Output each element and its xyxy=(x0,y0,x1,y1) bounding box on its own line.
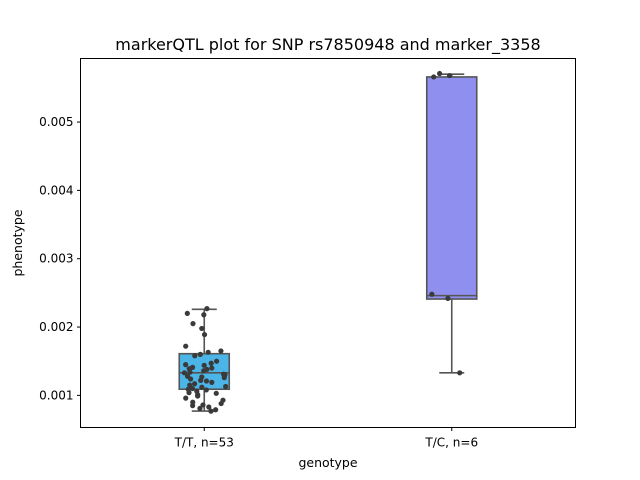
data-point xyxy=(201,331,208,338)
data-point xyxy=(437,70,443,77)
data-point xyxy=(201,368,207,374)
data-point xyxy=(223,383,229,390)
y-tick-label: 0.003 xyxy=(39,252,73,266)
data-point xyxy=(429,291,435,297)
data-point xyxy=(446,72,453,79)
data-point xyxy=(201,362,207,368)
data-point xyxy=(192,353,198,359)
data-point xyxy=(218,400,224,407)
data-point xyxy=(183,343,189,349)
data-point xyxy=(221,375,227,381)
axes-frame xyxy=(80,58,576,428)
data-point xyxy=(185,386,191,392)
data-point xyxy=(197,351,203,357)
data-point xyxy=(198,377,204,383)
data-point xyxy=(204,306,210,312)
data-point xyxy=(187,369,193,375)
data-point xyxy=(203,387,209,393)
data-point xyxy=(190,403,196,409)
data-point xyxy=(203,378,210,384)
y-tick-label: 0.005 xyxy=(39,115,73,129)
y-tick-label: 0.004 xyxy=(39,183,73,197)
x-tick-label: T/C, n=6 xyxy=(424,436,478,450)
data-point xyxy=(208,360,214,366)
data-point xyxy=(197,405,203,411)
data-point xyxy=(201,312,207,318)
data-point xyxy=(214,358,220,364)
y-axis-label: phenotype xyxy=(10,209,25,276)
data-point xyxy=(199,384,205,390)
data-point xyxy=(190,321,196,327)
data-point xyxy=(213,390,219,396)
box xyxy=(425,76,478,300)
data-point xyxy=(199,325,205,332)
data-point xyxy=(209,379,215,385)
data-point xyxy=(187,376,194,382)
data-point xyxy=(206,404,212,410)
data-point xyxy=(181,370,188,376)
data-point xyxy=(184,310,190,316)
y-tick-label: 0.002 xyxy=(39,320,73,334)
x-axis-label: genotype xyxy=(298,455,357,470)
data-point xyxy=(431,74,437,80)
data-point xyxy=(213,407,219,413)
y-tick-label: 0.001 xyxy=(39,388,73,402)
data-point xyxy=(208,408,214,414)
plot-area xyxy=(178,70,478,414)
data-point xyxy=(189,385,196,392)
data-point xyxy=(205,349,211,355)
data-point xyxy=(445,295,451,301)
data-point xyxy=(195,393,201,399)
data-point xyxy=(183,362,189,368)
x-tick-label: T/T, n=53 xyxy=(174,436,234,450)
data-point xyxy=(183,395,189,401)
data-point xyxy=(200,402,206,408)
data-point xyxy=(209,365,215,371)
data-point xyxy=(192,381,198,387)
data-point xyxy=(457,370,463,376)
data-point xyxy=(218,348,224,354)
chart-title: markerQTL plot for SNP rs7850948 and mar… xyxy=(115,35,540,55)
